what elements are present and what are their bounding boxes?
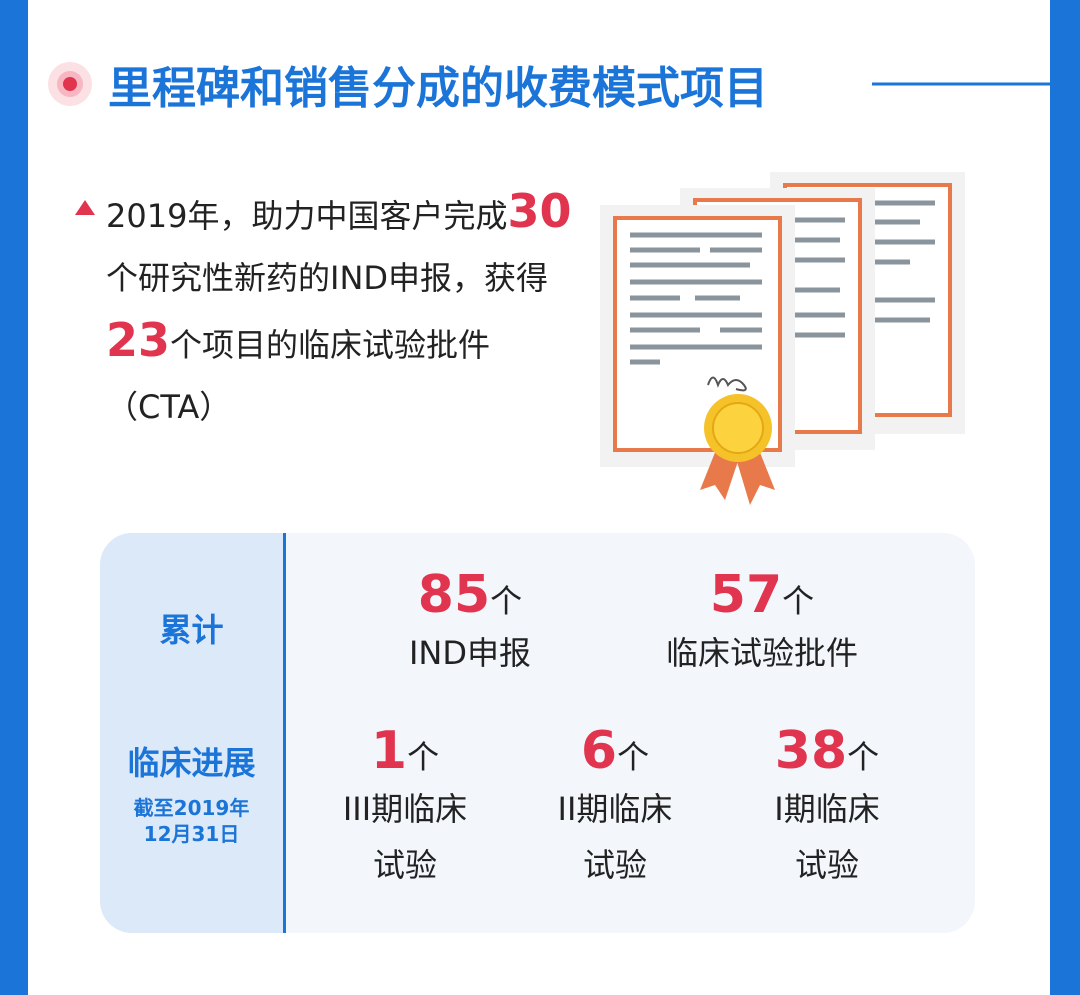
stat-item: 38个 I期临床试验 (697, 721, 957, 893)
summary-number: 23 (106, 313, 171, 367)
row-label: 临床进展 (127, 744, 256, 782)
title: 里程碑和销售分成的收费模式项目 (108, 63, 768, 114)
stat-label: II期临床 (557, 790, 673, 828)
stat-value: 85 (417, 565, 491, 625)
stat-label: 试验 (372, 846, 437, 884)
note-line: 截至2019年 (133, 796, 250, 820)
stat-unit: 个 (847, 738, 880, 776)
stat-value: 1 (370, 721, 408, 781)
summary-text: 个项目的临床试验批件（CTA） (106, 326, 491, 426)
summary-text: 2019年，助力中国客户完成 (106, 197, 508, 235)
row-header-column (100, 533, 286, 933)
stat-item: 6个 II期临床试验 (485, 721, 745, 893)
stat-item: 85个 IND申报 (340, 565, 600, 681)
stats-table: 累计 临床进展 截至2019年 12月31日 85个 IND申报 57个 临床试验批件… (100, 533, 975, 933)
stat-value: 57 (709, 565, 783, 625)
stat-item: 57个临床试验批件 (632, 565, 892, 681)
stat-label: I期临床 (774, 790, 880, 828)
stat-label: 试验 (582, 846, 647, 884)
stat-label: 试验 (794, 846, 859, 884)
side-bar (0, 0, 28, 995)
stat-label: 临床试验批件 (665, 634, 858, 672)
stat-value: 6 (580, 721, 618, 781)
stat-label: III期临床 (342, 790, 468, 828)
summary-number: 30 (507, 184, 572, 238)
stat-unit: 个 (407, 738, 440, 776)
stat-unit: 个 (782, 582, 815, 620)
summary: 2019年，助力中国客户完成30 个研究性新药的IND申报，获得 23个项目的临床试… (106, 180, 576, 438)
stat-unit: 个 (490, 582, 523, 620)
note-line: 12月31日 (143, 822, 240, 846)
summary-text: 个研究性新药的IND申报，获得 (106, 259, 549, 297)
stat-unit: 个 (617, 738, 650, 776)
stat-value: 38 (774, 721, 848, 781)
stat-label: IND申报 (408, 634, 532, 672)
row-label: 累计 (159, 611, 224, 649)
row-note: 截至2019年 12月31日 (100, 795, 283, 847)
stat-item: 1个 III期临床 试验 (275, 721, 535, 893)
side-bar (1050, 0, 1080, 995)
